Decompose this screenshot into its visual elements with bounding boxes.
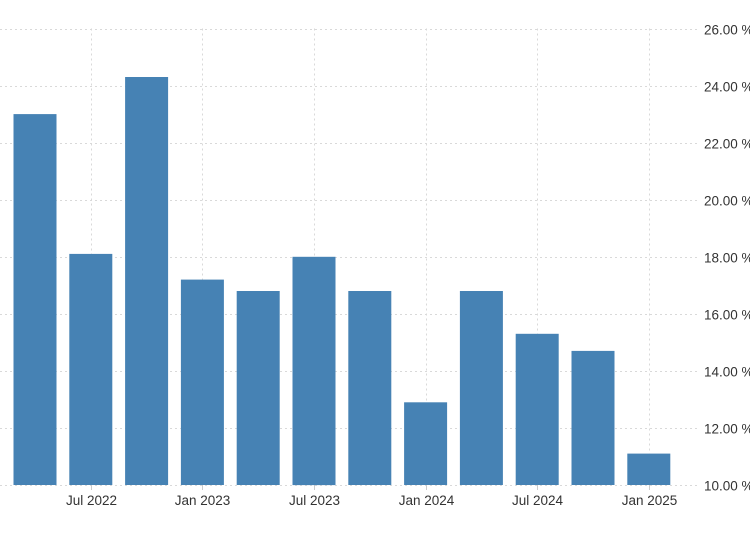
bar[interactable] bbox=[180, 279, 224, 485]
y-tick-label: 24.00 % bbox=[704, 80, 750, 95]
y-tick-label: 16.00 % bbox=[704, 308, 750, 323]
bar[interactable] bbox=[571, 350, 615, 485]
y-tick-label: 20.00 % bbox=[704, 194, 750, 209]
x-tick-label: Jan 2025 bbox=[622, 493, 678, 508]
x-tick-label: Jan 2023 bbox=[175, 493, 231, 508]
x-tick-label: Jul 2024 bbox=[512, 493, 564, 508]
x-tick-label: Jul 2022 bbox=[66, 493, 117, 508]
y-tick-label: 18.00 % bbox=[704, 251, 750, 266]
bar[interactable] bbox=[236, 291, 280, 485]
y-tick-label: 26.00 % bbox=[704, 23, 750, 38]
y-tick-label: 22.00 % bbox=[704, 137, 750, 152]
bars-layer bbox=[13, 77, 671, 486]
x-tick-label: Jul 2023 bbox=[289, 493, 340, 508]
bar[interactable] bbox=[627, 453, 671, 485]
y-tick-label: 14.00 % bbox=[704, 365, 750, 380]
bar[interactable] bbox=[292, 256, 336, 486]
bar[interactable] bbox=[125, 77, 169, 485]
bar[interactable] bbox=[348, 291, 392, 485]
bar[interactable] bbox=[69, 253, 113, 485]
y-tick-label: 12.00 % bbox=[704, 422, 750, 437]
bar[interactable] bbox=[404, 402, 448, 485]
bar[interactable] bbox=[515, 333, 559, 485]
x-tick-label: Jan 2024 bbox=[399, 493, 455, 508]
x-axis-tick-labels: Jul 2022 Jan 2023 Jul 2023 Jan 2024 Jul 2024… bbox=[66, 493, 677, 508]
y-tick-label: 10.00 % bbox=[704, 479, 750, 494]
y-axis-tick-labels: 10.00 % 12.00 % 14.00 % 16.00 % 18.00 % 20.00… bbox=[704, 23, 750, 494]
bar[interactable] bbox=[13, 114, 57, 485]
bar[interactable] bbox=[459, 291, 503, 485]
